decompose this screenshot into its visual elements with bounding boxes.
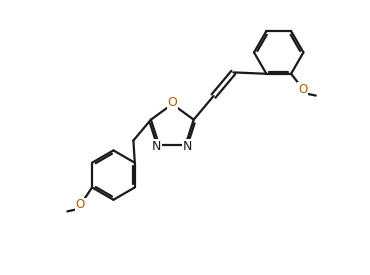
Text: O: O bbox=[298, 82, 307, 95]
Text: N: N bbox=[152, 140, 162, 153]
Text: O: O bbox=[76, 198, 85, 211]
Text: O: O bbox=[167, 96, 177, 109]
Text: N: N bbox=[183, 140, 192, 153]
